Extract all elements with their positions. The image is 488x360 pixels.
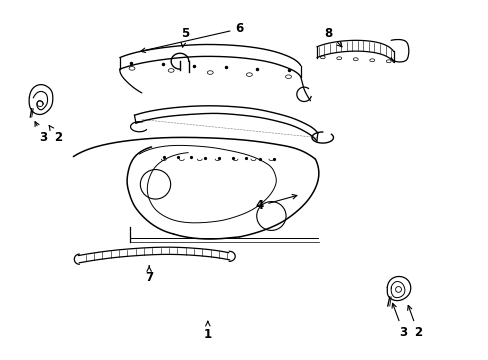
Text: 5: 5 (181, 27, 188, 47)
Text: 2: 2 (49, 126, 61, 144)
Text: 6: 6 (141, 22, 243, 53)
Text: 7: 7 (145, 266, 153, 284)
Text: 3: 3 (35, 122, 47, 144)
Text: 4: 4 (255, 194, 296, 212)
Text: 2: 2 (407, 305, 421, 339)
Text: 3: 3 (391, 303, 407, 339)
Text: 1: 1 (203, 321, 211, 341)
Text: 8: 8 (324, 27, 341, 47)
